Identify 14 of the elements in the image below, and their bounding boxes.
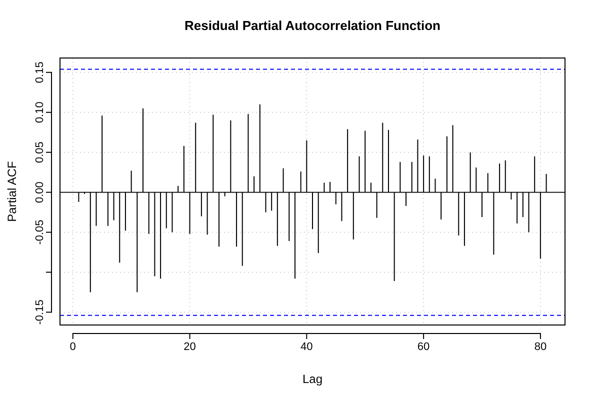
y-tick-label: 0.05 bbox=[34, 142, 46, 164]
x-tick-label: 20 bbox=[184, 340, 196, 353]
x-tick-label: 0 bbox=[70, 340, 76, 353]
y-axis-title: Partial ACF bbox=[5, 161, 19, 222]
x-tick-label: 40 bbox=[300, 340, 313, 353]
x-tick-label: 80 bbox=[534, 340, 547, 353]
y-tick-label: -0.05 bbox=[34, 220, 46, 245]
x-tick-label: 60 bbox=[417, 340, 430, 353]
y-tick-label: 0.10 bbox=[34, 102, 46, 124]
chart-title: Residual Partial Autocorrelation Function bbox=[184, 18, 441, 33]
y-tick-label: 0.15 bbox=[34, 62, 46, 84]
y-tick-label: 0.00 bbox=[34, 182, 46, 204]
x-axis-title: Lag bbox=[302, 372, 323, 386]
y-tick-label: -0.15 bbox=[34, 300, 46, 325]
